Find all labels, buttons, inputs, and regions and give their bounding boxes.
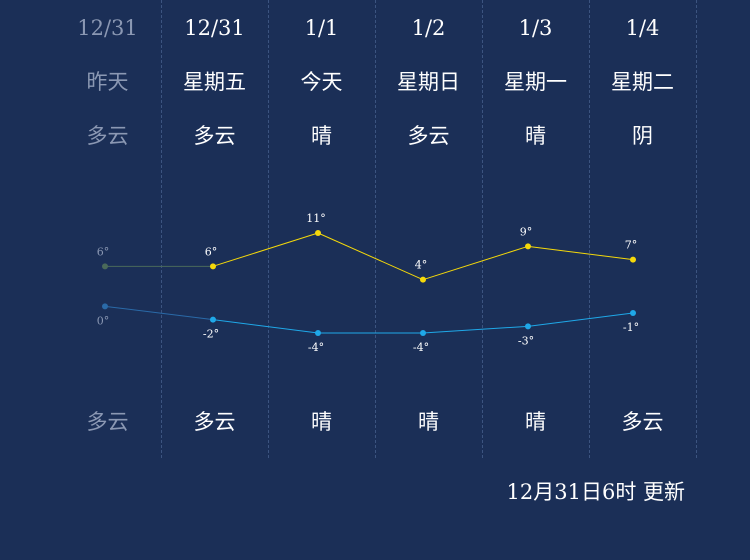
day-date: 1/3	[518, 16, 553, 40]
low-temp-point	[102, 303, 108, 310]
day-date: 1/2	[411, 16, 446, 40]
high-temp-label: 9°	[520, 225, 533, 238]
night-condition: 晴	[418, 410, 439, 434]
night-condition: 晴	[311, 410, 332, 434]
day-condition: 多云	[407, 124, 450, 148]
low-temp-label: -4°	[308, 341, 324, 354]
column-divider	[696, 0, 697, 458]
day-weekday: 今天	[300, 70, 343, 94]
low-temp-line-segment	[527, 312, 634, 327]
update-time: 12月31日6时 更新	[506, 480, 685, 504]
night-condition: 多云	[621, 410, 664, 434]
day-column: 1/3 星期一晴晴	[482, 0, 589, 560]
column-divider	[375, 0, 376, 458]
day-condition: 阴	[632, 124, 653, 148]
day-weekday: 昨天	[86, 70, 129, 94]
high-temp-point	[525, 243, 531, 250]
column-divider	[268, 0, 269, 458]
day-date: 1/1	[304, 16, 339, 40]
day-date: 12/31	[184, 16, 245, 40]
low-temp-line-segment	[422, 325, 529, 334]
low-temp-point	[630, 310, 636, 316]
low-temp-label: -2°	[203, 328, 219, 341]
high-temp-point	[420, 276, 426, 283]
day-date: 12/31	[77, 16, 138, 40]
low-temp-point	[210, 316, 216, 323]
day-weekday: 星期二	[611, 70, 674, 94]
high-temp-point	[315, 230, 321, 236]
day-weekday: 星期日	[397, 70, 460, 94]
day-column: 12/31 星期五 多云 多云	[161, 0, 268, 560]
night-condition: 多云	[193, 410, 236, 434]
high-temp-label: 7°	[625, 239, 638, 252]
high-temp-line-segment	[317, 232, 424, 281]
day-column: 1/1 今天晴晴	[268, 0, 375, 560]
day-weekday: 星期五	[183, 70, 246, 94]
day-column: 1/2 星期日多云晴	[375, 0, 482, 560]
day-condition: 多云	[86, 124, 129, 148]
low-temp-line-segment	[212, 319, 319, 334]
high-temp-line-segment	[527, 245, 634, 261]
high-temp-label: 11°	[306, 212, 326, 225]
night-condition: 多云	[86, 410, 129, 434]
high-temp-label: 4°	[415, 259, 428, 272]
high-temp-label: 6°	[97, 245, 110, 258]
low-temp-point	[315, 330, 321, 336]
high-temp-point	[210, 263, 216, 270]
high-temp-line-segment	[422, 245, 529, 281]
low-temp-label: -4°	[413, 341, 429, 354]
day-condition: 多云	[193, 124, 236, 148]
high-temp-point	[630, 256, 636, 263]
low-temp-label: 0°	[97, 314, 110, 327]
high-temp-point	[102, 263, 108, 270]
column-divider	[161, 0, 162, 458]
column-divider	[482, 0, 483, 458]
low-temp-point	[525, 323, 531, 330]
high-temp-line-segment	[212, 232, 319, 267]
day-date: 1/4	[625, 16, 660, 40]
day-condition: 晴	[311, 124, 332, 148]
day-condition: 晴	[525, 124, 546, 148]
low-temp-point	[420, 330, 426, 336]
low-temp-line-segment	[104, 305, 214, 321]
day-column: 1/4 星期二阴多云	[589, 0, 696, 560]
day-column: 12/31 昨天 多云 多云	[54, 0, 161, 560]
night-condition: 晴	[525, 410, 546, 434]
low-temp-label: -1°	[623, 321, 639, 334]
day-weekday: 星期一	[504, 70, 567, 94]
column-divider	[589, 0, 590, 458]
low-temp-label: -3°	[518, 334, 534, 347]
high-temp-label: 6°	[205, 245, 218, 258]
